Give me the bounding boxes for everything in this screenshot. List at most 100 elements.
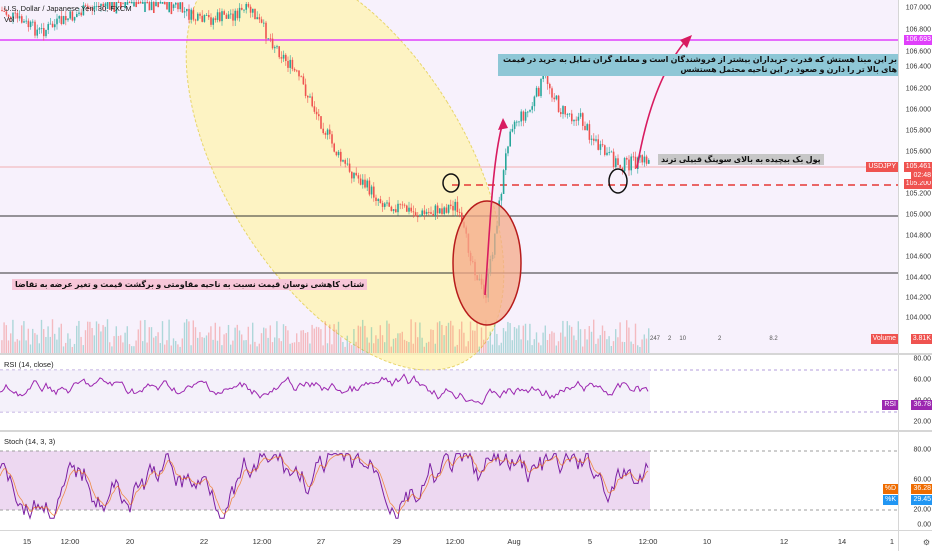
candle-body	[34, 21, 36, 36]
volume-bar	[395, 338, 397, 353]
volume-bar	[7, 340, 10, 353]
volume-bar	[357, 325, 359, 353]
volume-bar	[260, 333, 263, 353]
volume-bar	[364, 325, 366, 353]
volume-bar	[304, 332, 307, 353]
event-badge[interactable]: 2	[718, 336, 722, 342]
volume-bar	[249, 344, 252, 353]
volume-bar	[133, 346, 135, 353]
candle-body	[340, 151, 342, 162]
candle-body	[146, 2, 148, 4]
event-badge[interactable]: 247	[650, 336, 661, 342]
volume-bar	[47, 326, 49, 353]
axis-corner[interactable]: ⚙	[898, 530, 932, 551]
volume-bar	[619, 322, 621, 353]
volume-bar	[505, 331, 507, 353]
candle-body	[76, 14, 78, 18]
rsi-axis[interactable]: 80.00 60.00 40.00 20.00 36.78	[898, 355, 932, 430]
candle-body	[595, 139, 597, 141]
stoch-k-value-tag: 29.45	[911, 495, 932, 505]
candle-body	[73, 17, 76, 21]
candle-body	[333, 143, 335, 152]
volume-bar	[258, 343, 260, 353]
candle-body	[395, 209, 397, 213]
volume-bar	[637, 345, 639, 353]
price-tick: 104.400	[905, 274, 931, 282]
candle-body	[538, 87, 540, 97]
volume-bar	[621, 341, 623, 353]
volume-bar	[423, 346, 425, 353]
price-tick: 104.600	[905, 253, 931, 261]
candle-body	[80, 12, 82, 16]
volume-bar	[109, 342, 111, 353]
stoch-axis[interactable]: 80.00 60.00 20.00 0.00 36.28 29.45	[898, 432, 932, 530]
event-badge[interactable]: 10	[679, 336, 687, 342]
swing-high-marker	[442, 173, 460, 193]
annotation-deceleration[interactable]: شتاب کاهشی نوسان قیمت نسبت به ناحیه مقاو…	[12, 279, 368, 290]
gear-icon[interactable]: ⚙	[922, 538, 930, 547]
time-tick: 12:00	[445, 537, 465, 546]
volume-bar	[51, 319, 54, 353]
event-badge[interactable]: 2	[668, 336, 672, 342]
event-badge[interactable]: 8.2	[769, 336, 778, 342]
volume-bar	[542, 332, 544, 353]
volume-bar	[401, 331, 403, 353]
volume-bar	[557, 341, 560, 353]
candle-body	[593, 138, 595, 141]
volume-bar	[166, 340, 168, 353]
volume-bar	[230, 344, 232, 353]
candle-body	[386, 202, 388, 204]
volume-bar	[588, 326, 590, 353]
volume-bar	[102, 325, 104, 353]
volume-bar	[56, 339, 58, 353]
candle-body	[293, 68, 296, 71]
candle-body	[648, 160, 650, 164]
candle-body	[428, 211, 430, 213]
candle-body	[379, 199, 382, 204]
stoch-d-value-tag: 36.28	[911, 484, 932, 494]
candle-body	[329, 129, 331, 135]
volume-bar	[419, 322, 421, 353]
volume-bar	[577, 321, 579, 353]
stoch-tick: 60.00	[913, 476, 931, 484]
volume-bar	[181, 338, 183, 353]
volume-bar	[434, 343, 436, 353]
volume-bar	[628, 327, 630, 353]
candle-body	[368, 180, 371, 195]
volume-bar	[535, 332, 538, 353]
candle-body	[568, 113, 571, 115]
volume-bar	[476, 320, 478, 353]
annotation-pullback[interactable]: پول بک بیچیده به بالای سوینگ قبیلی ترند	[658, 154, 824, 165]
candle-body	[421, 210, 423, 216]
candle-body	[370, 186, 373, 195]
volume-bar	[498, 345, 500, 353]
time-tick: 12:00	[638, 537, 658, 546]
volume-bar	[441, 324, 443, 353]
price-axis[interactable]: 107.000 106.800 106.600 106.400 106.200 …	[898, 0, 932, 353]
candle-body	[131, 2, 133, 4]
volume-bar	[115, 326, 117, 353]
volume-bar	[432, 329, 434, 353]
pane-separator[interactable]	[0, 430, 932, 432]
candle-body	[337, 151, 340, 156]
candle-body	[194, 19, 197, 21]
candle-body	[124, 2, 126, 9]
candle-body	[586, 124, 588, 131]
volume-bar	[320, 329, 322, 353]
volume-bar	[278, 338, 280, 353]
candle-body	[280, 57, 283, 59]
candle-body	[16, 13, 19, 19]
candle-body	[346, 163, 349, 165]
event-badges[interactable]: 247 2 10 2 8.2	[650, 336, 778, 342]
volume-bar	[161, 321, 164, 353]
volume-bar	[568, 325, 571, 353]
candle-body	[313, 106, 316, 112]
candle-body	[287, 60, 289, 68]
time-axis[interactable]: 15 12:00 20 22 12:00 27 29 12:00 Aug 5 1…	[0, 530, 898, 551]
annotation-buyers-strength[interactable]: بر این مبنا هستش که قدرت خریداران بیشتر …	[498, 54, 900, 76]
candle-body	[216, 12, 219, 20]
candle-body	[201, 15, 203, 22]
candle-body	[25, 20, 27, 22]
candle-body	[166, 2, 168, 10]
time-tick: 10	[702, 537, 712, 546]
